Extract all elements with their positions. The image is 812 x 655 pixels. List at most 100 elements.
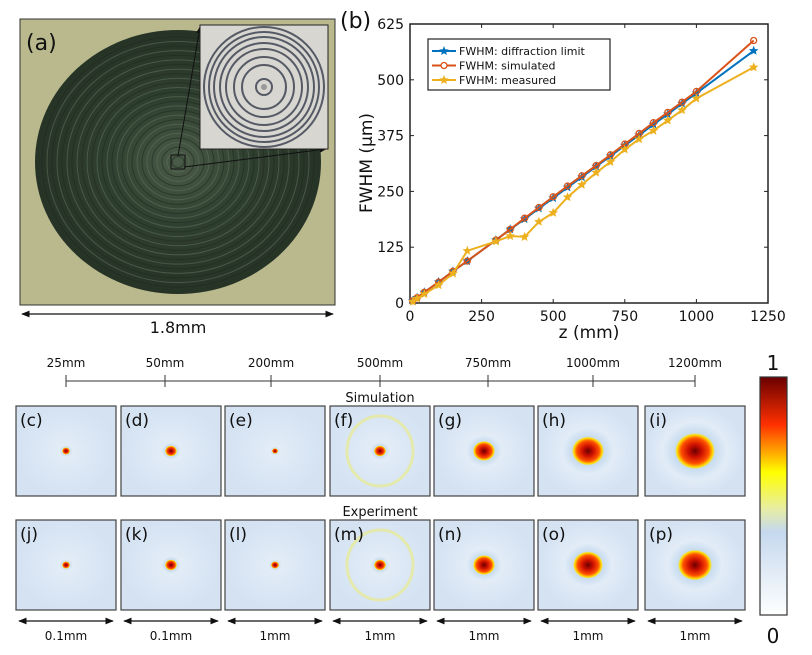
panel-b-label: (b) <box>340 9 371 34</box>
intensity-map <box>644 405 746 497</box>
scale-label: 1mm <box>259 629 290 643</box>
scale-label: 1.8mm <box>150 318 207 337</box>
lens-ring <box>151 137 205 187</box>
colorbar <box>759 376 788 616</box>
x-tick-label: 0 <box>406 309 415 325</box>
intensity-map <box>15 405 117 497</box>
panel-b-chart: (b) 0 250 500 750 1000 1250 0 125 250 375 500 625 z… <box>340 9 786 343</box>
distance-label: 500mm <box>357 356 403 370</box>
data-point <box>419 289 430 299</box>
colorbar-min-label: 0 <box>767 624 780 648</box>
intensity-map <box>644 519 746 611</box>
data-point <box>605 156 616 166</box>
intensity-map <box>120 405 222 497</box>
intensity-map <box>120 519 222 611</box>
inset-zoomed-center <box>199 24 329 150</box>
panel-label: (d) <box>125 411 149 431</box>
data-point <box>563 182 572 190</box>
data-point <box>591 167 601 177</box>
panel-label: (j) <box>20 525 38 545</box>
legend-entry: FWHM: simulated <box>459 60 556 73</box>
inset-ring <box>203 26 325 148</box>
y-tick-label: 375 <box>377 129 404 145</box>
data-point <box>548 207 558 217</box>
intensity-panels: Simulation Experiment 1 0 25mm (c) (j) 0.1m… <box>15 351 788 648</box>
data-point <box>649 119 658 127</box>
lens-ring <box>141 128 215 196</box>
data-point <box>535 203 543 212</box>
lens-ring <box>86 77 270 247</box>
distance-label: 25mm <box>47 356 86 370</box>
simulation-title: Simulation <box>345 391 414 406</box>
panel-label: (e) <box>229 411 253 431</box>
data-point <box>691 88 702 98</box>
scale-label: 1mm <box>572 629 603 643</box>
data-point <box>664 108 672 117</box>
panel-label: (k) <box>125 525 148 545</box>
legend-entry: FWHM: measured <box>459 74 556 87</box>
lens-ring <box>161 146 195 178</box>
panel-label: (h) <box>542 411 566 431</box>
experiment-title: Experiment <box>342 505 417 520</box>
data-point <box>663 115 673 125</box>
lens-ring <box>101 91 255 233</box>
data-point <box>750 36 758 45</box>
data-point <box>578 172 586 180</box>
lens-ring <box>91 82 265 242</box>
scale-label: 0.1mm <box>150 629 192 643</box>
lens-ring <box>71 63 285 261</box>
lens-ring <box>76 68 280 256</box>
distance-label: 200mm <box>248 356 294 370</box>
data-point <box>678 98 686 106</box>
data-point <box>577 179 587 189</box>
distance-label: 750mm <box>465 356 511 370</box>
inset-ring <box>208 31 320 143</box>
y-tick-label: 500 <box>377 73 404 89</box>
panel-label: (o) <box>542 525 566 545</box>
inset-ring <box>255 78 273 96</box>
inset-ring <box>219 42 309 132</box>
data-point <box>448 268 458 278</box>
data-point <box>648 125 659 135</box>
data-point <box>677 105 687 115</box>
zoom-arrow <box>177 26 202 157</box>
data-point <box>663 109 673 119</box>
inset-ring <box>241 64 287 110</box>
intensity-map <box>224 405 326 497</box>
inset-center <box>261 84 267 90</box>
data-point <box>412 293 422 303</box>
distance-label: 50mm <box>146 356 185 370</box>
y-tick-label: 0 <box>395 296 404 312</box>
data-point <box>562 192 573 202</box>
panel-label: (i) <box>649 411 667 431</box>
distance-label: 1200mm <box>668 356 722 370</box>
data-point <box>634 134 644 144</box>
data-point <box>433 280 444 290</box>
data-point <box>505 231 515 241</box>
lens-ring <box>66 59 290 265</box>
scale-label: 0.1mm <box>45 629 87 643</box>
data-point <box>408 296 418 306</box>
data-point <box>463 257 471 265</box>
panel-label: (f) <box>334 411 353 431</box>
panel-label: (l) <box>229 525 247 545</box>
lens-ring <box>136 123 220 201</box>
legend-marker <box>440 61 448 70</box>
data-point <box>520 214 529 222</box>
panel-label: (c) <box>20 411 43 431</box>
lens-ring <box>126 114 230 210</box>
lens-ring <box>106 96 250 228</box>
scale-label: 1mm <box>468 629 499 643</box>
inset-ring <box>233 56 295 118</box>
data-point <box>748 45 759 55</box>
data-point <box>748 62 759 72</box>
lens-ring <box>46 40 310 284</box>
lens-ring <box>111 100 245 224</box>
lens-ring <box>61 54 295 270</box>
intensity-map <box>15 519 117 611</box>
scale-label: 1mm <box>679 629 710 643</box>
inset-ring <box>225 48 303 126</box>
lens-ring <box>156 142 200 182</box>
y-tick-label: 125 <box>377 240 404 256</box>
